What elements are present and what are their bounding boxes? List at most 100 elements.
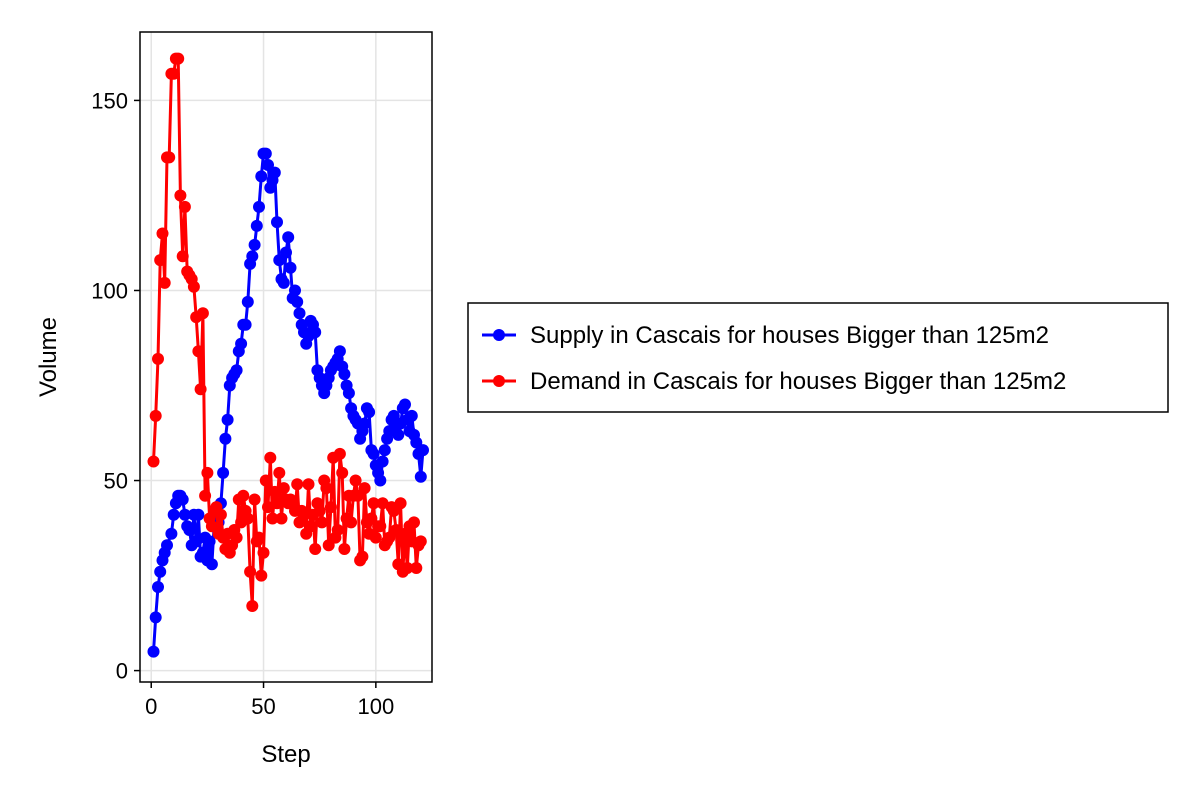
data-point — [147, 455, 160, 468]
data-point — [219, 432, 232, 445]
data-point — [271, 216, 283, 229]
data-point — [331, 524, 344, 536]
data-point — [187, 280, 200, 293]
data-point — [167, 508, 180, 521]
data-point — [253, 531, 265, 544]
data-point — [277, 276, 290, 289]
data-point — [401, 562, 414, 574]
plot-frame — [139, 31, 433, 683]
data-point — [158, 276, 171, 289]
data-point — [309, 326, 322, 339]
data-point — [367, 447, 380, 460]
data-point — [268, 485, 281, 498]
data-point — [374, 474, 387, 487]
data-point — [289, 284, 301, 297]
data-point — [376, 455, 389, 468]
series-line-0 — [152, 152, 425, 652]
data-point — [178, 508, 191, 521]
data-point — [358, 417, 371, 430]
data-point — [333, 345, 346, 358]
data-point — [367, 497, 380, 510]
data-point — [271, 497, 283, 510]
data-point — [417, 444, 429, 457]
data-point — [172, 52, 185, 65]
legend-item-supply: Supply in Cascais for houses Bigger than… — [482, 322, 1049, 349]
data-point — [302, 478, 315, 491]
data-point — [320, 482, 333, 495]
data-point — [199, 489, 212, 502]
legend-marker-demand — [493, 375, 505, 387]
data-point — [363, 406, 376, 419]
x-tick-label: 100 — [357, 694, 394, 719]
data-point — [174, 189, 187, 202]
data-point — [152, 581, 164, 593]
data-point — [273, 466, 286, 479]
y-tick-label: 150 — [91, 88, 128, 113]
data-point — [152, 352, 164, 365]
data-point — [237, 489, 250, 502]
data-point — [298, 508, 310, 521]
data-point — [255, 170, 268, 183]
data-point — [342, 387, 355, 400]
data-point — [167, 67, 180, 80]
data-point — [192, 345, 205, 358]
series-layer — [147, 52, 429, 658]
data-point — [291, 295, 304, 308]
data-point — [154, 565, 167, 578]
data-point — [262, 501, 274, 514]
data-point — [399, 398, 411, 411]
data-point — [203, 535, 216, 548]
data-point — [161, 539, 173, 552]
data-point — [149, 611, 162, 624]
data-point — [149, 409, 162, 422]
data-point — [250, 219, 263, 232]
data-point — [178, 200, 191, 213]
data-point — [284, 261, 297, 274]
data-point — [230, 364, 243, 377]
data-point — [374, 520, 387, 533]
data-point — [239, 318, 252, 331]
data-point — [176, 250, 189, 263]
data-point — [244, 565, 257, 578]
data-point — [253, 200, 265, 213]
data-point — [369, 531, 382, 544]
data-point — [345, 516, 358, 529]
grid-lines — [140, 32, 432, 682]
data-point — [410, 562, 423, 574]
data-point — [217, 466, 230, 479]
data-point — [304, 520, 317, 533]
data-point — [356, 550, 369, 563]
data-point — [147, 645, 160, 658]
data-point — [221, 413, 234, 426]
data-point — [315, 516, 328, 529]
data-point — [196, 307, 209, 320]
y-axis-title: Volume — [35, 317, 62, 397]
data-point — [376, 497, 389, 510]
data-point — [333, 447, 346, 460]
data-point — [394, 497, 407, 510]
axes: 0 50 100 0 50 100 150 — [91, 88, 394, 719]
y-tick-label: 100 — [91, 278, 128, 303]
data-point — [280, 246, 292, 259]
legend-label-supply: Supply in Cascais for houses Bigger than… — [530, 322, 1049, 349]
data-point — [338, 543, 351, 555]
data-point — [192, 508, 205, 521]
data-point — [309, 543, 322, 555]
data-point — [214, 508, 227, 521]
legend-box — [467, 302, 1169, 413]
data-point — [176, 493, 189, 506]
data-point — [163, 151, 176, 164]
data-point — [392, 428, 405, 441]
data-point — [266, 512, 279, 525]
data-point — [201, 466, 214, 479]
data-point — [336, 466, 349, 479]
data-point — [246, 600, 259, 612]
data-point — [277, 482, 290, 495]
data-point — [349, 474, 362, 487]
x-axis-title: Step — [261, 741, 310, 768]
data-point — [194, 383, 207, 396]
data-point — [255, 569, 268, 582]
data-point — [378, 444, 391, 457]
data-point — [291, 478, 304, 491]
data-point — [268, 166, 281, 179]
